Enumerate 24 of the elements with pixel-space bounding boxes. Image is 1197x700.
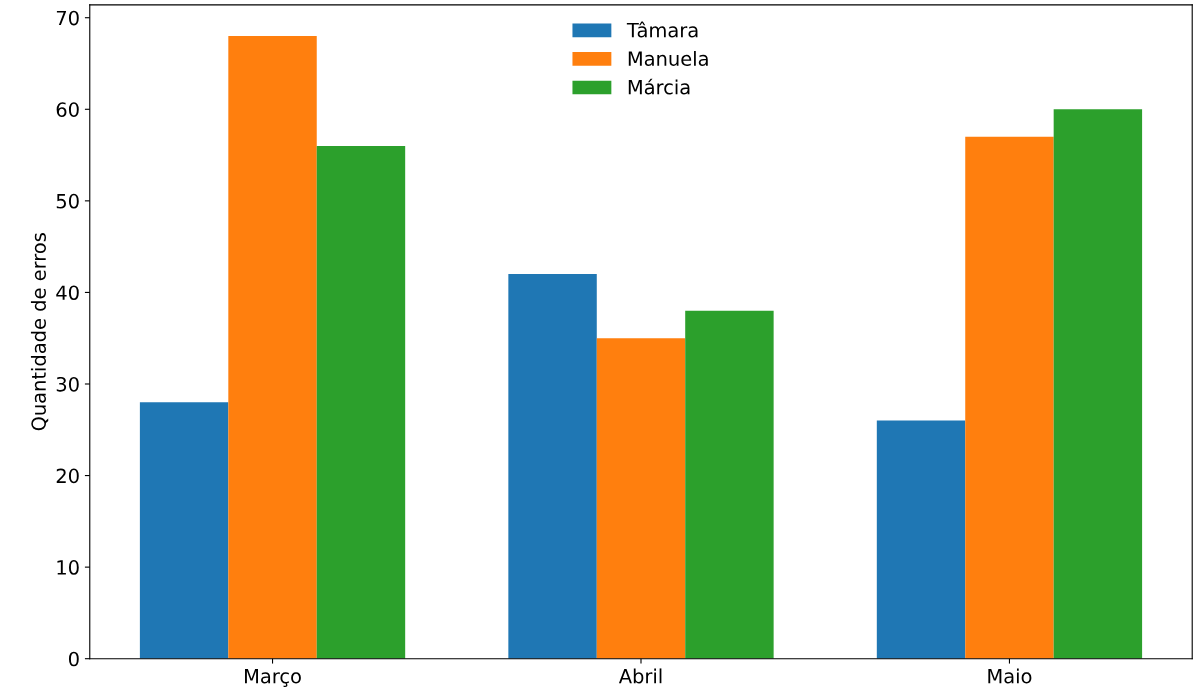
y-tick-label: 30 [56,376,79,392]
bar [596,338,686,659]
x-tick-label: Maio [988,668,1032,684]
legend-label: Márcia [628,78,690,95]
y-axis-title: Quantidade de erros [30,233,49,431]
bar [139,402,229,659]
y-tick-label: 70 [56,10,79,26]
bar [508,274,597,659]
y-tick-label: 0 [68,651,79,667]
legend-label: Manuela [628,50,708,66]
y-tick-label: 20 [56,468,79,484]
y-tick-label: 60 [56,102,79,117]
legend-label: Tâmara [626,21,698,38]
bar [1053,109,1143,659]
bar [965,136,1054,659]
x-tick-label: Abril [618,668,662,684]
y-tick-label: 40 [56,285,79,301]
bar [685,310,774,659]
x-tick-label: Março [245,669,301,687]
bar [876,420,966,659]
bar [316,145,406,659]
y-tick-label: 50 [56,193,79,209]
bar [228,36,317,659]
y-tick-label: 10 [57,560,79,575]
